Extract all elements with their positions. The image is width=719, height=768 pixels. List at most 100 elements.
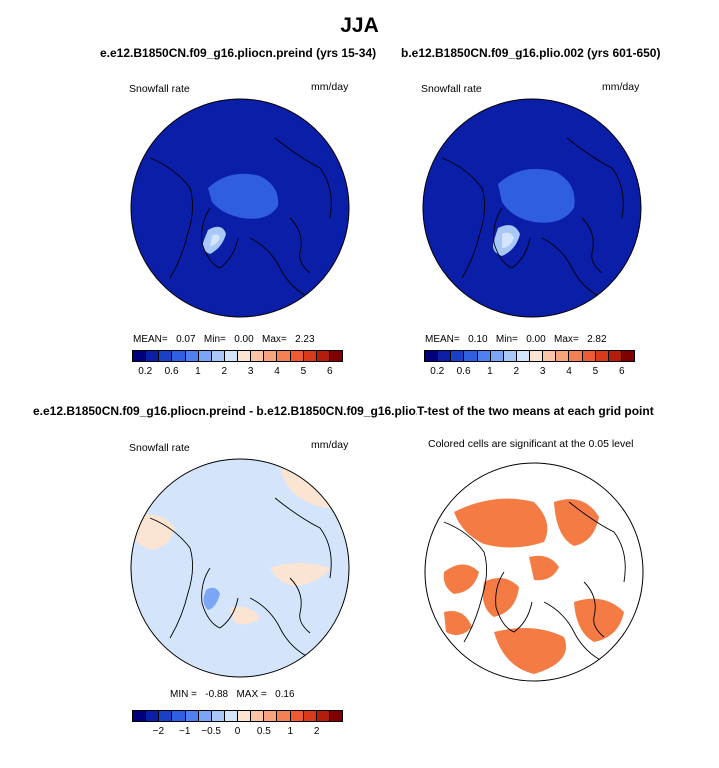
panel4-subtitle: Colored cells are significant at the 0.0… <box>428 438 634 450</box>
colorbar-swatch <box>451 351 465 361</box>
panel1-title: e.e12.B1850CN.f09_g16.pliocn.preind (yrs… <box>100 46 377 60</box>
colorbar-swatch <box>477 351 491 361</box>
colorbar-tick-label: −1 <box>179 726 191 737</box>
colorbar-swatch <box>329 351 342 361</box>
panel3-positive-patch-w <box>131 514 175 550</box>
panel2-var-label: Snowfall rate <box>421 83 482 95</box>
colorbar-tick-label: −0.5 <box>201 726 221 737</box>
panel2-min-label: Min= <box>495 334 518 345</box>
panel3-positive-patch-s <box>230 606 260 625</box>
colorbar-swatch <box>595 351 609 361</box>
colorbar-swatch <box>316 351 330 361</box>
panel2-units: mm/day <box>602 81 640 93</box>
colorbar-tick-label: 1 <box>487 366 493 377</box>
colorbar-tick-label: 2 <box>513 366 520 377</box>
colorbar-tick-label: 6 <box>327 366 333 377</box>
panel1-coastlines <box>149 137 332 299</box>
panel1-max-value: 2.23 <box>295 334 315 345</box>
colorbar-tick-label: 4 <box>274 366 280 377</box>
colorbar-tick-label: 0.2 <box>138 366 153 377</box>
panel1-units: mm/day <box>311 81 349 93</box>
colorbar-swatch <box>159 351 173 361</box>
colorbar-tick-label: 5 <box>592 366 599 377</box>
colorbar-swatch <box>238 711 252 721</box>
colorbar-swatch <box>264 351 278 361</box>
colorbar-tick-label: −2 <box>152 726 165 737</box>
panel3-colorbar <box>132 710 343 722</box>
colorbar-swatch <box>146 711 160 721</box>
panel3-title: e.e12.B1850CN.f09_g16.pliocn.preind - b.… <box>33 404 417 418</box>
figure-title: JJA <box>340 14 379 37</box>
colorbar-tick-label: 5 <box>300 366 307 377</box>
panel2-mean-label: MEAN= <box>425 334 460 345</box>
panel2-max-label: Max= <box>554 334 579 345</box>
colorbar-swatch <box>224 351 238 361</box>
panel3-colorbar-ticks: −2 −1 −0.5 0 0.5 1 2 <box>132 726 343 740</box>
colorbar-swatch <box>211 351 225 361</box>
colorbar-swatch <box>277 351 291 361</box>
colorbar-swatch <box>608 351 622 361</box>
panel1-colorbar-ticks: 0.2 0.6 1 2 3 4 5 6 <box>132 366 343 380</box>
colorbar-swatch <box>133 711 147 721</box>
colorbar-swatch <box>569 351 583 361</box>
panel3-units: mm/day <box>311 439 349 451</box>
colorbar-swatch <box>438 351 452 361</box>
panel1-mean-label: MEAN= <box>133 334 168 345</box>
panel2-colorbar <box>424 350 635 362</box>
colorbar-tick-label: 6 <box>619 366 625 377</box>
panel2-map <box>422 98 642 318</box>
colorbar-tick-label: 1 <box>195 366 201 377</box>
colorbar-swatch <box>251 351 265 361</box>
panel2-colorbar-ticks: 0.2 0.6 1 2 3 4 5 6 <box>424 366 635 380</box>
panel4-map <box>424 462 644 682</box>
panel3-stats: MIN = -0.88 MAX = 0.16 <box>170 689 295 700</box>
colorbar-swatch <box>516 351 530 361</box>
panel3-var-label: Snowfall rate <box>129 442 190 454</box>
panel2-greenland-core <box>502 232 514 248</box>
colorbar-swatch <box>277 711 291 721</box>
colorbar-swatch <box>503 351 517 361</box>
panel1-mean-value: 0.07 <box>176 334 196 345</box>
colorbar-swatch <box>556 351 570 361</box>
colorbar-swatch <box>133 351 147 361</box>
colorbar-swatch <box>198 351 212 361</box>
panel1-var-label: Snowfall rate <box>129 83 190 95</box>
colorbar-tick-label: 4 <box>566 366 572 377</box>
colorbar-swatch <box>172 351 186 361</box>
panel2-coastlines <box>441 137 624 299</box>
colorbar-swatch <box>530 351 544 361</box>
panel1-colorbar <box>132 350 343 362</box>
colorbar-swatch <box>251 711 265 721</box>
colorbar-swatch <box>238 351 252 361</box>
panel1-map <box>130 98 350 318</box>
colorbar-tick-label: 2 <box>221 366 228 377</box>
panel2-title: b.e12.B1850CN.f09_g16.plio.002 (yrs 601-… <box>401 46 661 60</box>
colorbar-swatch <box>582 351 596 361</box>
panel2-stats: MEAN= 0.10 Min= 0.00 Max= 2.82 <box>425 334 607 345</box>
panel4-significant-cells <box>443 498 624 674</box>
colorbar-swatch <box>290 711 304 721</box>
colorbar-swatch <box>621 351 634 361</box>
colorbar-tick-label: 0.5 <box>256 726 271 737</box>
panel3-max-label: MAX = <box>236 689 267 700</box>
panel1-greenland-core <box>210 234 220 246</box>
panel2-mean-value: 0.10 <box>468 334 488 345</box>
panel1-stats: MEAN= 0.07 Min= 0.00 Max= 2.23 <box>133 334 315 345</box>
colorbar-swatch <box>543 351 557 361</box>
panel3-coastlines <box>149 497 332 659</box>
panel1-arctic-region <box>208 173 279 219</box>
panel3-negative-greenland <box>203 587 220 610</box>
colorbar-tick-label: 0.6 <box>164 366 179 377</box>
colorbar-swatch <box>329 711 342 721</box>
panel3-max-value: 0.16 <box>275 689 295 700</box>
colorbar-swatch <box>185 351 199 361</box>
colorbar-swatch <box>490 351 504 361</box>
panel2-arctic-region <box>498 168 575 223</box>
colorbar-tick-label: 3 <box>247 366 254 377</box>
panel4-coastlines <box>443 501 626 663</box>
colorbar-swatch <box>224 711 238 721</box>
colorbar-swatch <box>172 711 186 721</box>
panel3-map <box>130 458 350 678</box>
colorbar-tick-label: 2 <box>313 726 320 737</box>
colorbar-swatch <box>264 711 278 721</box>
